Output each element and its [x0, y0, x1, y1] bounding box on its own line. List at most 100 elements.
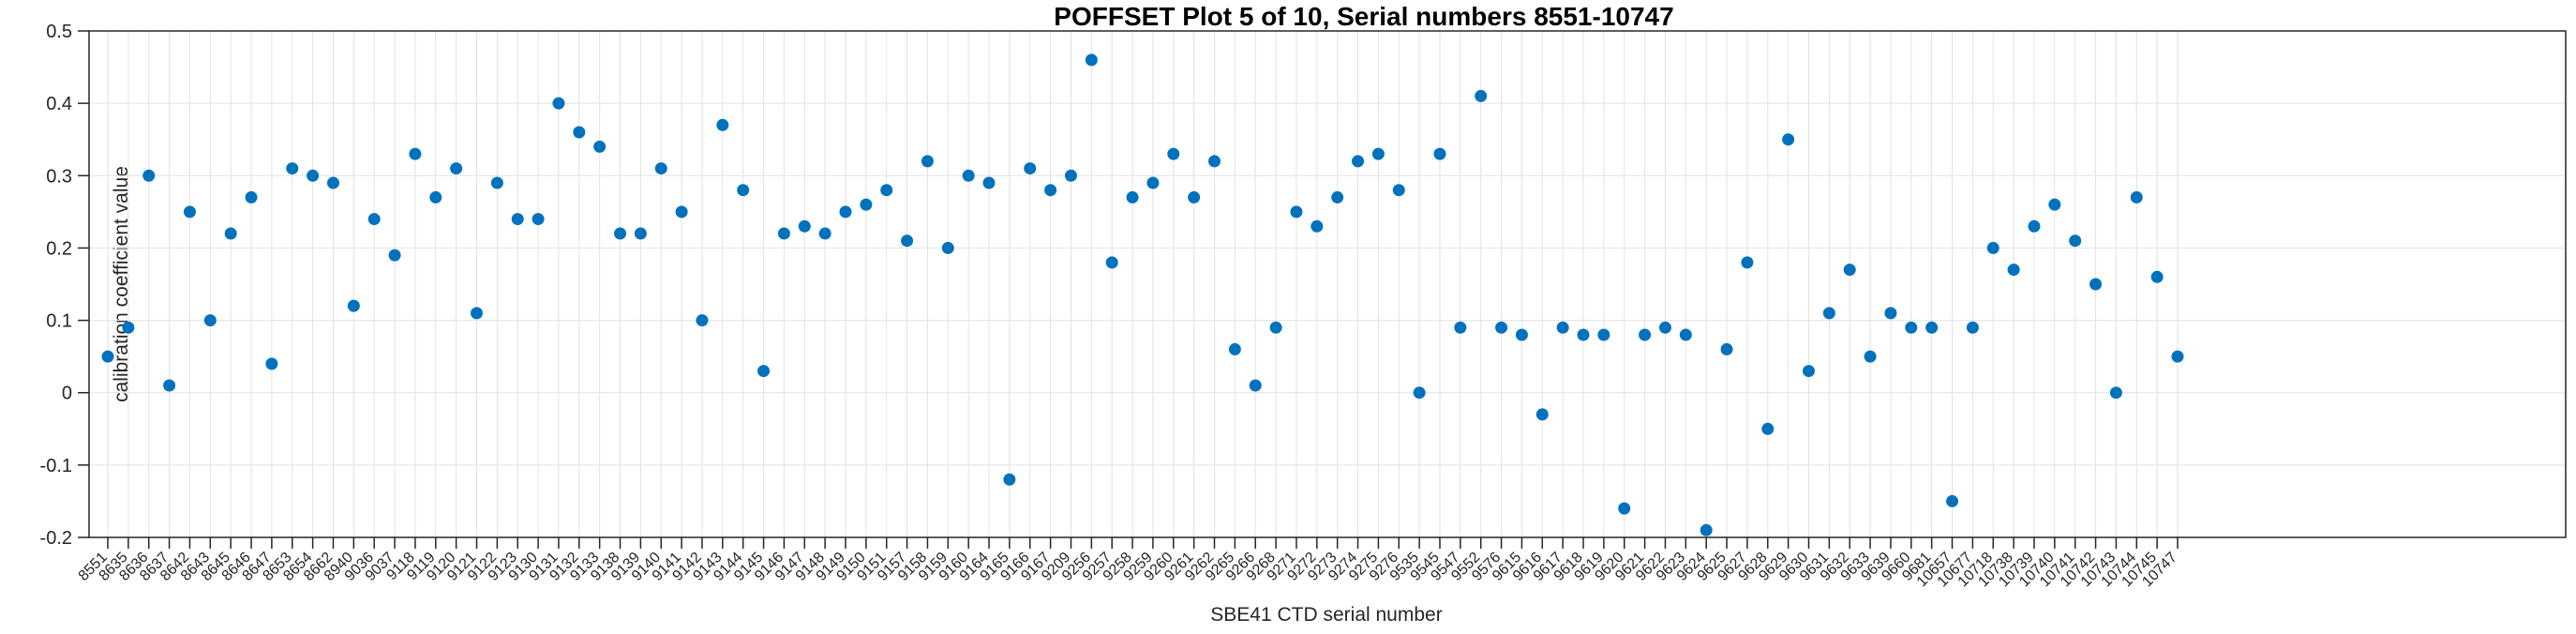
data-point: [818, 227, 831, 240]
data-point: [1064, 169, 1077, 182]
data-point: [2109, 386, 2122, 400]
y-tick-label: 0.1: [46, 311, 72, 332]
data-point: [245, 190, 258, 204]
data-point: [471, 307, 484, 320]
data-point: [1618, 502, 1631, 515]
data-point: [1905, 321, 1918, 334]
data-point: [696, 314, 709, 327]
data-point: [347, 299, 360, 312]
data-point: [2171, 350, 2184, 363]
data-point: [1475, 89, 1488, 102]
data-point: [307, 169, 320, 182]
data-point: [101, 350, 114, 363]
data-point: [1331, 190, 1344, 204]
data-point: [1741, 256, 1754, 269]
data-point: [1822, 307, 1835, 320]
y-tick-label: 0.3: [46, 166, 72, 187]
data-point: [757, 365, 771, 378]
data-point: [1843, 264, 1856, 277]
data-point: [1290, 205, 1303, 219]
data-point: [1269, 321, 1282, 334]
data-point: [2069, 234, 2082, 248]
data-point: [1249, 379, 1262, 392]
data-point: [1433, 147, 1446, 160]
data-point: [326, 176, 339, 189]
data-point: [1577, 328, 1590, 341]
data-point: [532, 213, 545, 226]
data-point: [982, 176, 996, 189]
data-point: [2089, 278, 2103, 291]
data-point: [450, 162, 463, 175]
data-point: [2028, 219, 2041, 233]
data-point: [511, 213, 524, 226]
data-point: [1884, 307, 1897, 320]
data-point: [1535, 408, 1549, 421]
data-point: [737, 184, 750, 197]
data-point: [122, 321, 135, 334]
data-point: [921, 155, 934, 168]
data-point: [654, 162, 667, 175]
data-point: [839, 205, 852, 219]
data-point: [1352, 155, 1365, 168]
y-tick-label: 0: [62, 384, 72, 404]
data-point: [614, 227, 627, 240]
data-point: [183, 205, 196, 219]
data-point: [962, 169, 975, 182]
data-point: [163, 379, 176, 392]
data-point: [1146, 176, 1160, 189]
data-point: [367, 213, 381, 226]
data-point: [1310, 219, 1324, 233]
data-point: [2130, 190, 2143, 204]
data-point: [1495, 321, 1508, 334]
data-point: [1864, 350, 1877, 363]
data-point: [777, 227, 790, 240]
plot-box: [88, 30, 2567, 538]
data-point: [1515, 328, 1528, 341]
data-point: [573, 126, 586, 139]
data-point: [1925, 321, 1939, 334]
data-point: [142, 169, 156, 182]
data-point: [1597, 328, 1610, 341]
data-point: [860, 198, 873, 211]
data-point: [1024, 162, 1037, 175]
data-point: [1454, 321, 1467, 334]
data-point: [941, 241, 954, 254]
data-point: [2007, 264, 2020, 277]
data-point: [1720, 342, 1733, 355]
data-point: [1679, 328, 1692, 341]
data-point: [1208, 155, 1221, 168]
data-point: [552, 97, 565, 110]
data-point: [1392, 184, 1405, 197]
y-tick-label: 0.5: [46, 22, 72, 42]
data-point: [1105, 256, 1118, 269]
data-point: [1003, 473, 1016, 486]
data-point: [1966, 321, 1979, 334]
data-point: [1371, 147, 1385, 160]
data-point: [265, 357, 278, 370]
data-point: [1085, 53, 1098, 67]
data-point: [1126, 190, 1139, 204]
data-point: [1639, 328, 1652, 341]
data-point: [490, 176, 503, 189]
data-point: [1986, 241, 1999, 254]
data-point: [2150, 270, 2164, 283]
data-point: [1700, 523, 1713, 536]
chart-title: POFFSET Plot 5 of 10, Serial numbers 855…: [1054, 2, 1674, 31]
data-point: [1556, 321, 1569, 334]
y-tick-label: -0.2: [40, 528, 72, 549]
data-point: [286, 162, 299, 175]
data-point: [388, 249, 401, 262]
data-point: [203, 314, 217, 327]
data-point: [1761, 422, 1775, 435]
data-point: [409, 147, 422, 160]
x-axis-label: SBE41 CTD serial number: [1210, 604, 1443, 626]
data-point: [1802, 365, 1815, 378]
data-point: [1782, 133, 1795, 146]
data-point: [1188, 190, 1201, 204]
data-point: [1658, 321, 1671, 334]
data-point: [1413, 386, 1426, 400]
data-point: [429, 190, 442, 204]
data-point: [675, 205, 688, 219]
y-tick-label: 0.2: [46, 238, 72, 259]
